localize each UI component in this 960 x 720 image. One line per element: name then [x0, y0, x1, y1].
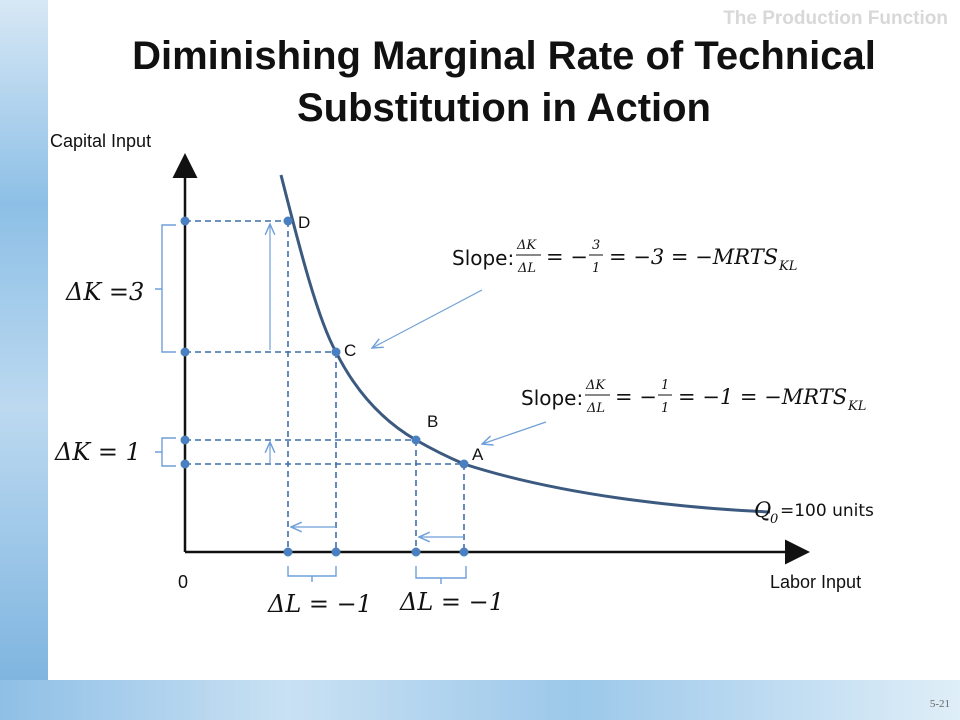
- left-decor-strip: [0, 0, 48, 680]
- axis-point-l-d: [283, 547, 293, 557]
- slope1-frac-den: ΔL: [517, 261, 536, 276]
- slope2-frac-den: ΔL: [586, 401, 605, 416]
- isoquant-label: Q 0 =100 units: [754, 498, 874, 527]
- delta-k-3-bracket: [155, 224, 176, 353]
- point-b-label: B: [427, 412, 438, 431]
- delta-l-left-label: ΔL = −1: [267, 590, 372, 618]
- y-axis-label: Capital Input: [50, 131, 151, 151]
- delta-l-left-bracket: [287, 566, 337, 582]
- slide-title-line-1: Diminishing Marginal Rate of Technical: [132, 34, 876, 78]
- slope1-pointer: [372, 289, 483, 348]
- x-axis-label: Labor Input: [770, 572, 861, 592]
- delta-l-right-bracket: [415, 566, 467, 584]
- isoquant-label-rest: =100 units: [780, 501, 874, 521]
- slope1-sub: KL: [778, 259, 797, 274]
- section-title: The Production Function: [723, 8, 948, 29]
- delta-k-1-label: ΔK = 1: [54, 438, 141, 466]
- axis-point-k-a: [180, 459, 190, 469]
- axis-point-l-c: [331, 547, 341, 557]
- slope1-num: 3: [592, 238, 600, 253]
- axis-point-k-d: [180, 216, 190, 226]
- slope1-den: 1: [592, 261, 600, 276]
- delta-k-3-label: ΔK =3: [65, 278, 144, 306]
- slope2-prefix: Slope:: [521, 386, 583, 410]
- slope2-eq: = −: [615, 385, 657, 409]
- slope1-eq: = −: [546, 245, 588, 269]
- slope-annotation-dc: Slope: ΔK ΔL = − 3 1 = −3 = −MRTS KL: [452, 238, 797, 276]
- point-c-label: C: [344, 341, 356, 360]
- slope2-den: 1: [661, 401, 669, 416]
- axis-point-k-b: [180, 435, 190, 445]
- slide-canvas: [48, 0, 960, 680]
- slope2-sub: KL: [847, 399, 866, 414]
- dashed-guides: [185, 220, 465, 552]
- isoquant-label-sub: 0: [770, 512, 778, 527]
- axis-point-k-c: [180, 347, 190, 357]
- isoquant-label-q: Q: [754, 498, 771, 522]
- delta-l-right-label: ΔL = −1: [399, 588, 504, 616]
- slope2-num: 1: [661, 378, 669, 393]
- slope1-prefix: Slope:: [452, 246, 514, 270]
- slope1-frac-num: ΔK: [516, 238, 537, 253]
- bottom-decor-strip: [0, 680, 960, 720]
- axis-point-l-b: [411, 547, 421, 557]
- point-c: [331, 347, 341, 357]
- point-d-label: D: [298, 213, 310, 232]
- axis-point-l-a: [459, 547, 469, 557]
- slope-annotation-ba: Slope: ΔK ΔL = − 1 1 = −1 = −MRTS KL: [521, 378, 866, 416]
- slope2-pointer: [482, 421, 547, 444]
- slide-number: 5-21: [929, 698, 950, 710]
- point-a: [459, 459, 469, 469]
- delta-k-1-bracket: [155, 437, 176, 467]
- slope1-result: = −3 = −MRTS: [609, 245, 778, 269]
- slide-title: Diminishing Marginal Rate of Technical S…: [48, 30, 960, 134]
- slope2-frac-num: ΔK: [585, 378, 606, 393]
- slope2-result: = −1 = −MRTS: [678, 385, 847, 409]
- point-a-label: A: [472, 445, 484, 464]
- origin-label: 0: [178, 572, 188, 592]
- point-b: [411, 435, 421, 445]
- point-d: [283, 216, 293, 226]
- slide-title-line-2: Substitution in Action: [296, 86, 711, 130]
